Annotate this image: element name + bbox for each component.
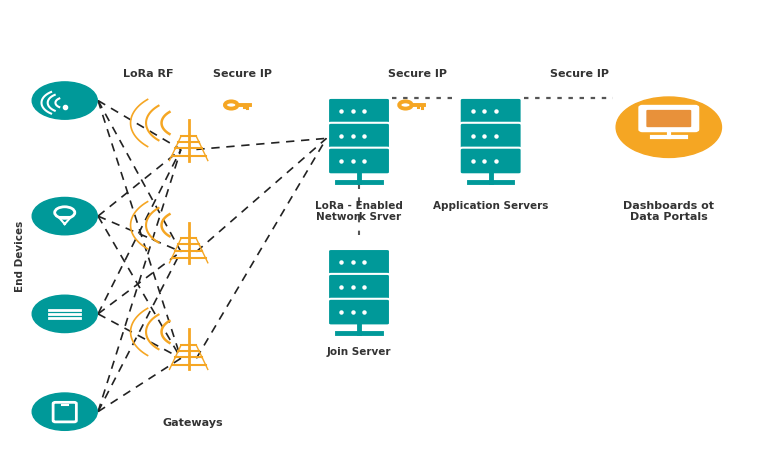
Text: LoRa - Enabled
Network Srver: LoRa - Enabled Network Srver xyxy=(315,201,403,222)
Circle shape xyxy=(32,295,98,333)
Circle shape xyxy=(32,393,98,430)
FancyBboxPatch shape xyxy=(640,106,698,131)
Text: Dashboards ot
Data Portals: Dashboards ot Data Portals xyxy=(623,201,714,222)
Text: Secure IP: Secure IP xyxy=(388,69,447,79)
Circle shape xyxy=(32,82,98,119)
FancyBboxPatch shape xyxy=(459,123,522,149)
Text: LoRa RF: LoRa RF xyxy=(122,69,173,79)
FancyBboxPatch shape xyxy=(328,98,390,125)
Circle shape xyxy=(616,97,722,158)
Text: Secure IP: Secure IP xyxy=(550,69,609,79)
FancyBboxPatch shape xyxy=(328,123,390,149)
FancyBboxPatch shape xyxy=(459,148,522,174)
FancyBboxPatch shape xyxy=(328,274,390,301)
Circle shape xyxy=(32,198,98,235)
Text: Gateways: Gateways xyxy=(162,418,223,428)
Text: End Devices: End Devices xyxy=(15,220,25,292)
Text: Join Server: Join Server xyxy=(327,347,392,357)
Text: Application Servers: Application Servers xyxy=(433,201,548,211)
FancyBboxPatch shape xyxy=(328,299,390,325)
FancyBboxPatch shape xyxy=(328,249,390,276)
FancyBboxPatch shape xyxy=(459,98,522,125)
Text: Secure IP: Secure IP xyxy=(214,69,272,79)
FancyBboxPatch shape xyxy=(647,110,691,127)
FancyBboxPatch shape xyxy=(328,148,390,174)
